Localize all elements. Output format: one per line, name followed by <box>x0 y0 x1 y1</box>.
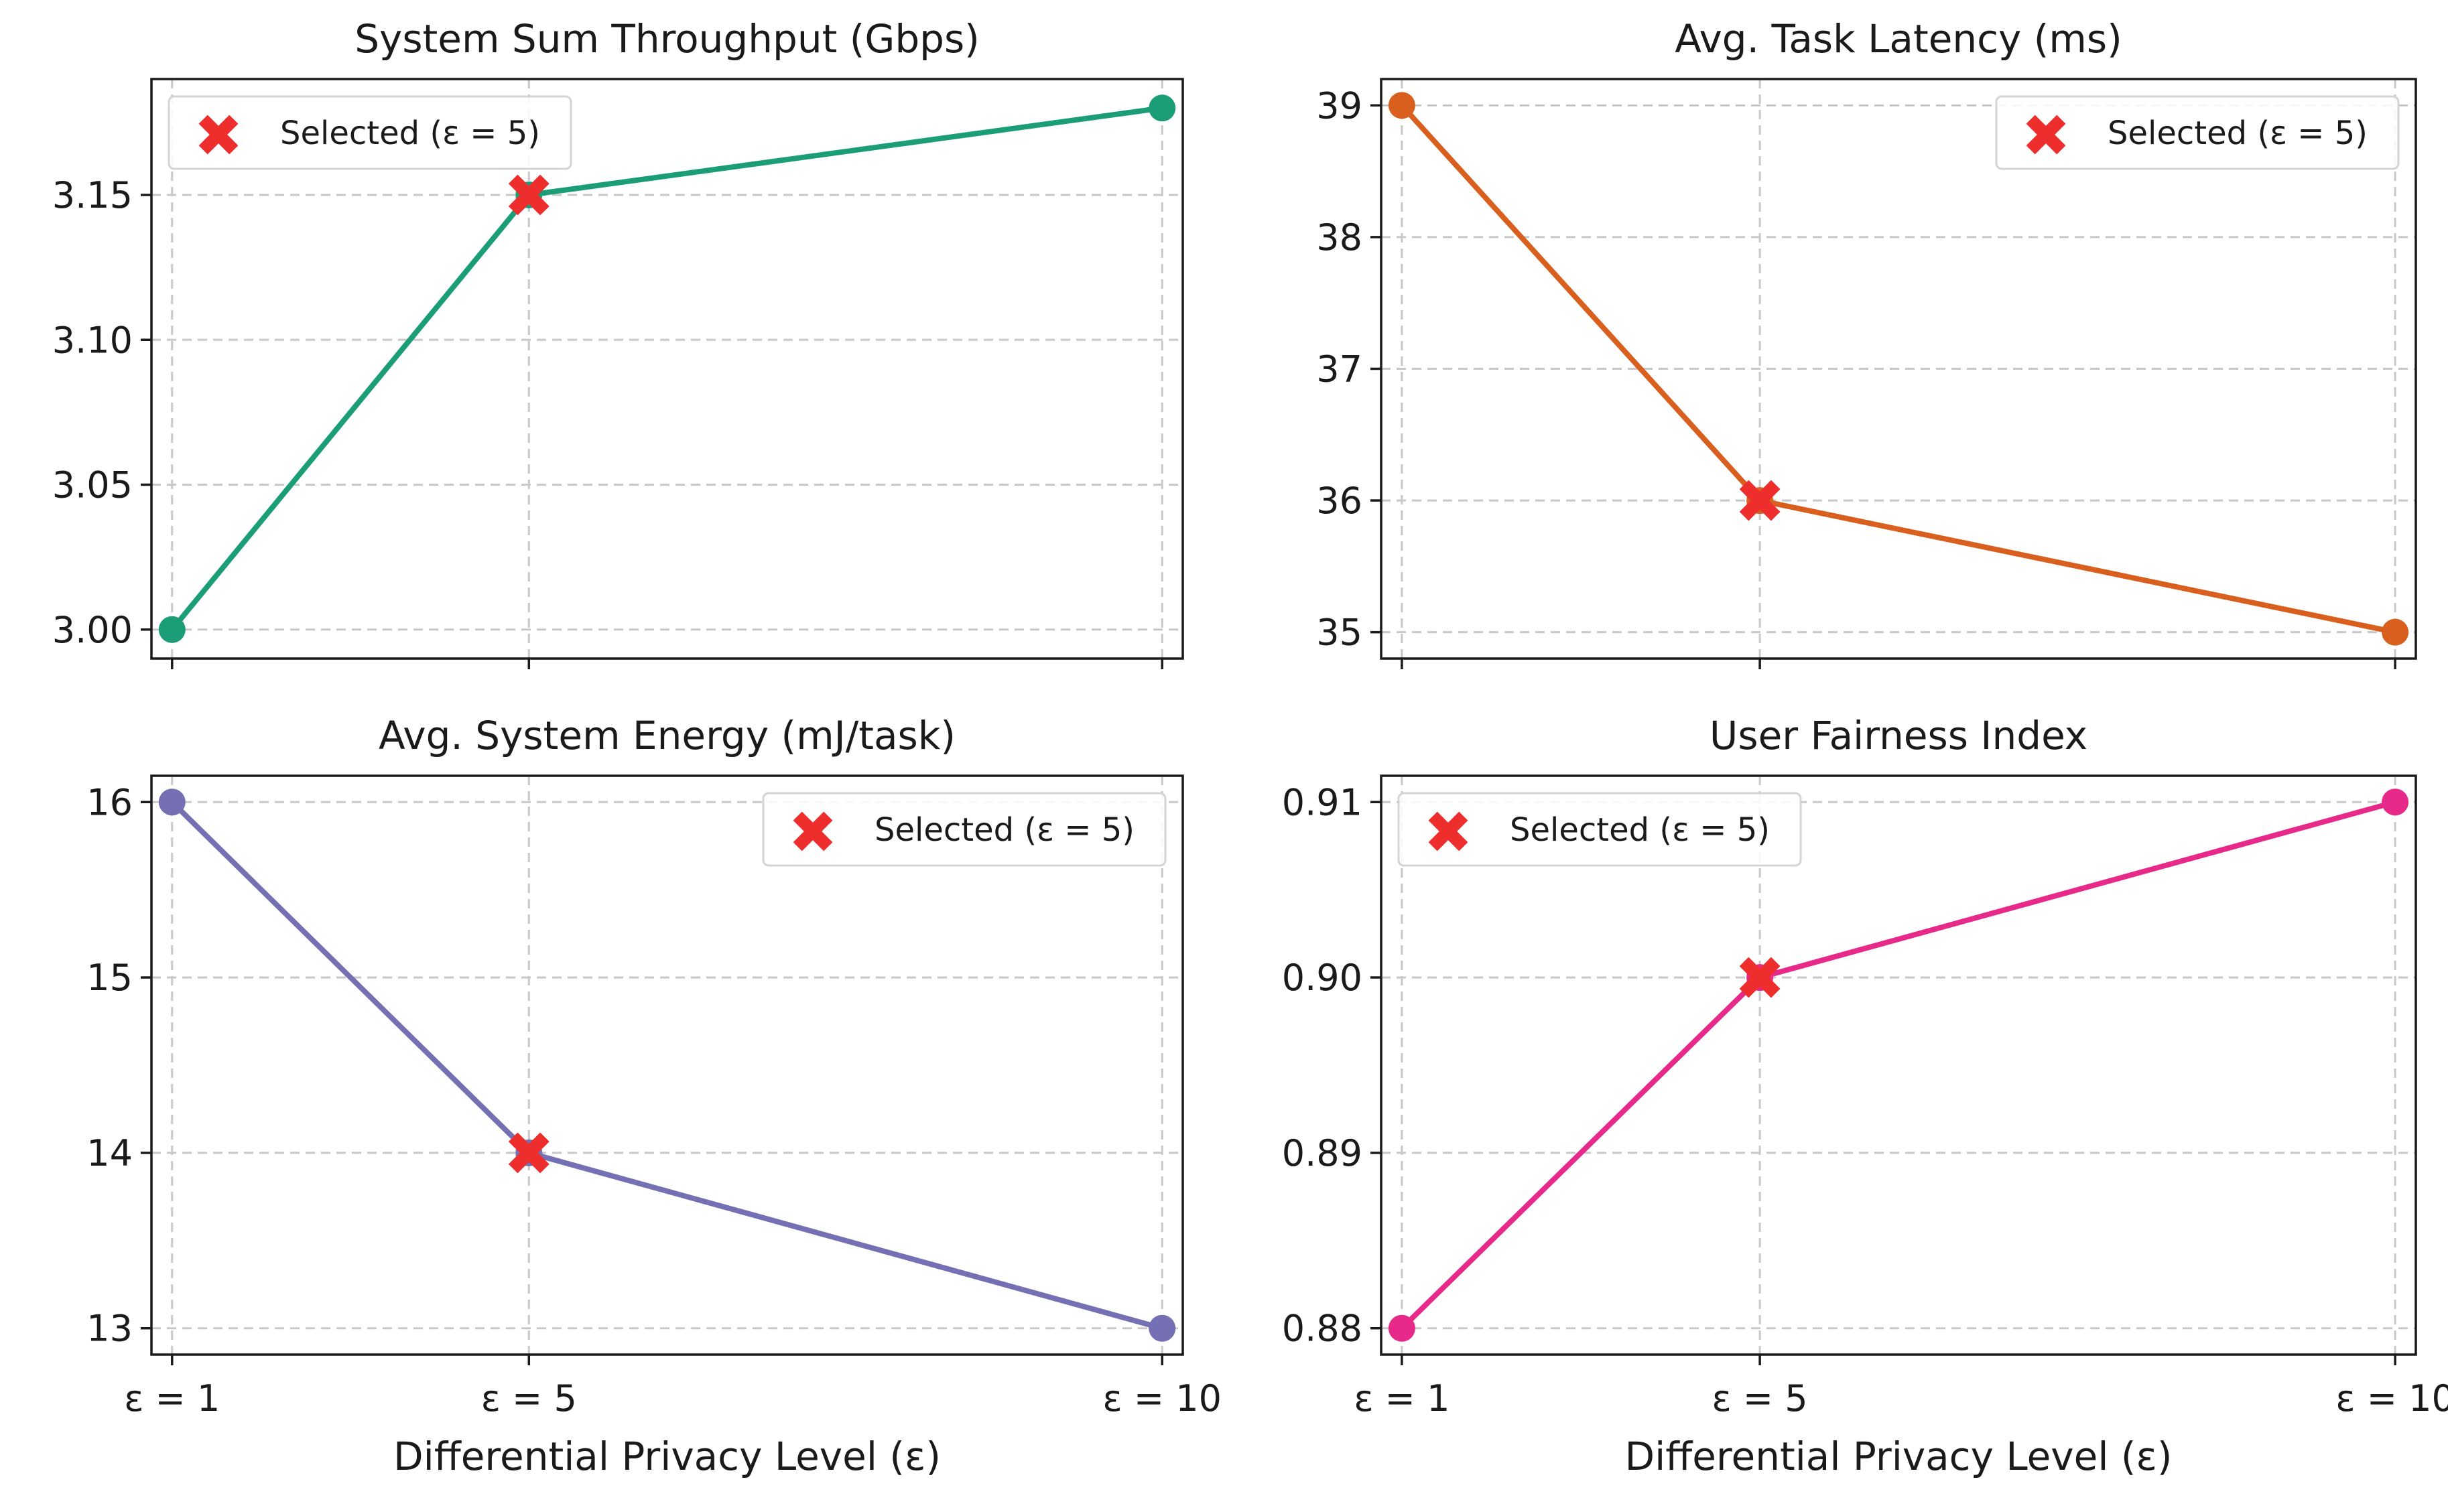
data-point <box>1388 1314 1415 1342</box>
selected-marker <box>508 1132 550 1174</box>
y-tick-label: 0.89 <box>1282 1132 1362 1174</box>
legend-box <box>1397 792 1802 867</box>
legend-marker <box>793 811 833 851</box>
data-point <box>2382 618 2409 646</box>
y-tick-label: 3.15 <box>52 174 133 216</box>
legend-marker <box>1428 811 1468 851</box>
selected-marker <box>1739 957 1781 998</box>
legend-label: Selected (ε = 5) <box>280 115 540 152</box>
legend: Selected (ε = 5) <box>762 792 1167 867</box>
selected-marker <box>508 174 550 216</box>
data-point <box>1149 94 1176 122</box>
axes-frame <box>1380 774 2417 1356</box>
legend: Selected (ε = 5) <box>168 95 572 170</box>
chart-title: User Fairness Index <box>1710 713 2087 758</box>
y-tick-label: 0.91 <box>1282 781 1362 823</box>
y-tick-label: 16 <box>86 781 133 823</box>
x-tick-label: ε = 10 <box>2335 1377 2448 1420</box>
data-point <box>158 616 186 643</box>
y-tick-label: 0.88 <box>1282 1308 1362 1350</box>
chart-title: Avg. Task Latency (ms) <box>1675 16 2122 62</box>
legend-marker <box>198 115 239 155</box>
legend-marker <box>2026 115 2066 155</box>
legend-label: Selected (ε = 5) <box>2108 115 2368 152</box>
chart-panel-4: 0.88 0.89 0.90 0.91 ε = 1 ε = 5 ε = 10 User Fai… <box>1282 713 2448 1479</box>
series-line <box>169 799 1165 1331</box>
x-tick-label: ε = 5 <box>1712 1377 1808 1420</box>
chart-title: System Sum Throughput (Gbps) <box>355 16 980 62</box>
x-tick-label: ε = 1 <box>1354 1377 1450 1420</box>
x-tick-label: ε = 10 <box>1102 1377 1221 1420</box>
y-tick-label: 13 <box>86 1308 133 1350</box>
data-point <box>158 788 186 816</box>
chart-panel-2: 35 36 37 38 39 Avg. Task Latency (ms) Selected… <box>1316 16 2417 669</box>
y-tick-label: 14 <box>86 1132 133 1174</box>
legend-box <box>1995 95 2400 170</box>
legend: Selected (ε = 5) <box>1995 95 2400 170</box>
y-tick-label: 36 <box>1316 480 1362 522</box>
series-line <box>1399 799 2398 1331</box>
chart-panel-1: 3.00 3.05 3.10 3.15 System Sum Throughput (G… <box>52 16 1184 669</box>
data-point <box>1388 92 1415 119</box>
axes-frame <box>150 774 1184 1356</box>
x-tick-label: ε = 5 <box>481 1377 577 1420</box>
y-tick-label: 37 <box>1316 348 1362 391</box>
data-point <box>1149 1314 1176 1342</box>
legend-label: Selected (ε = 5) <box>875 811 1135 849</box>
axes-frame <box>150 78 1184 660</box>
y-tick-label: 0.90 <box>1282 957 1362 999</box>
y-tick-label: 15 <box>86 957 133 999</box>
x-axis-label: Differential Privacy Level (ε) <box>1625 1434 2173 1479</box>
legend-box <box>762 792 1167 867</box>
legend-box <box>168 95 572 170</box>
y-tick-label: 3.00 <box>52 609 133 651</box>
y-tick-label: 39 <box>1316 84 1362 127</box>
y-tick-label: 3.10 <box>52 319 133 361</box>
selected-marker <box>1739 480 1781 521</box>
y-tick-label: 38 <box>1316 216 1362 259</box>
legend: Selected (ε = 5) <box>1397 792 1802 867</box>
data-point <box>2382 788 2409 816</box>
x-axis-label: Differential Privacy Level (ε) <box>393 1434 941 1479</box>
chart-panel-3: 13 14 15 16 ε = 1 ε = 5 ε = 10 Avg. System Ener… <box>86 713 1222 1479</box>
y-tick-label: 3.05 <box>52 464 133 506</box>
chart-title: Avg. System Energy (mJ/task) <box>379 713 956 758</box>
x-tick-label: ε = 1 <box>124 1377 220 1420</box>
y-tick-label: 35 <box>1316 612 1362 654</box>
legend-label: Selected (ε = 5) <box>1510 811 1770 849</box>
series-line <box>169 105 1165 632</box>
